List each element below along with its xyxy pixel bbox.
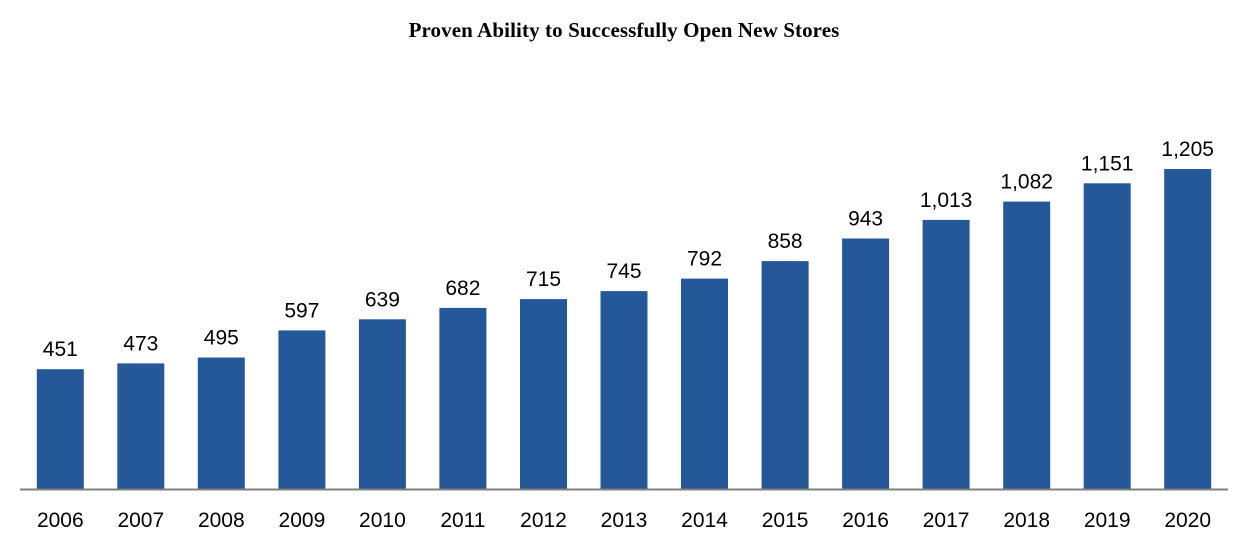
bar-2008 [197,357,245,489]
bar-2007 [117,363,165,489]
chart-title: Proven Ability to Successfully Open New … [408,18,840,42]
bar-2019 [1083,183,1131,490]
x-tick-label-2019: 2019 [1084,509,1131,532]
bar-2014 [681,278,728,489]
data-label-2009: 597 [284,299,319,322]
x-tick-label-2008: 2008 [198,509,245,532]
data-label-2017: 1,013 [920,189,973,212]
x-tick-label-2018: 2018 [1003,509,1050,532]
x-tick-label-2011: 2011 [440,509,485,532]
x-axis-tick-labels: 2006 2007 2008 2009 2010 2011 2012 2013 2014 2015… [37,509,1211,532]
bar-2012 [520,299,567,489]
x-tick-label-2006: 2006 [37,509,84,532]
bar-2010 [358,319,406,489]
bar-2016 [842,238,890,489]
bar-2006 [36,369,84,489]
x-tick-label-2020: 2020 [1164,509,1211,532]
x-tick-label-2009: 2009 [279,509,326,532]
bars-group [36,169,1212,490]
data-label-2019: 1,151 [1081,152,1134,175]
value-labels-group: 451 473 495 597 639 682 715 745 792 858 943 1,013 1,… [43,138,1214,361]
x-tick-label-2012: 2012 [520,509,567,532]
bar-2011 [439,307,487,489]
bar-2017 [922,219,970,489]
x-tick-label-2013: 2013 [601,509,648,532]
bar-2015 [761,261,809,489]
data-label-2018: 1,082 [1000,171,1053,194]
data-label-2011: 682 [445,277,480,300]
data-label-2014: 792 [687,248,722,271]
data-label-2010: 639 [365,288,400,311]
data-label-2013: 745 [606,260,641,283]
bar-2018 [1003,201,1051,489]
x-tick-label-2010: 2010 [359,509,406,532]
bar-2009 [278,330,326,489]
x-tick-label-2017: 2017 [923,509,970,532]
bar-2013 [600,291,648,489]
data-label-2006: 451 [43,338,78,361]
bar-2020 [1164,169,1212,489]
x-tick-label-2007: 2007 [117,509,164,532]
data-label-2007: 473 [123,332,158,355]
data-label-2020: 1,205 [1161,138,1214,161]
x-tick-label-2014: 2014 [681,509,728,532]
x-tick-label-2015: 2015 [762,509,809,532]
data-label-2008: 495 [204,327,239,350]
x-tick-label-2016: 2016 [842,509,889,532]
data-label-2015: 858 [768,230,803,253]
data-label-2016: 943 [848,208,883,231]
data-label-2012: 715 [526,268,561,291]
